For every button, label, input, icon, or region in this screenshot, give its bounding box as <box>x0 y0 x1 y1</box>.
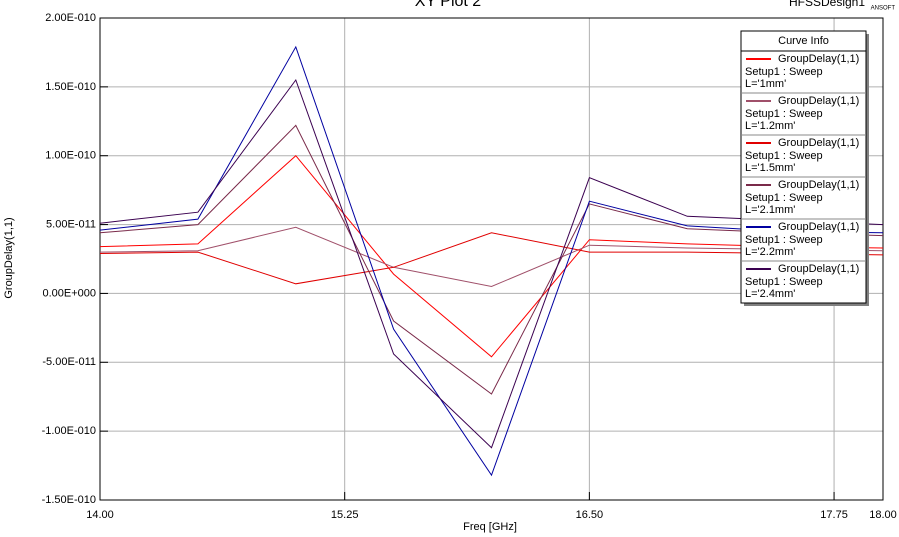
y-tick-label: 2.00E-010 <box>45 12 96 24</box>
design-name: HFSSDesign1 <box>789 0 865 9</box>
x-tick-label: 15.25 <box>331 509 359 521</box>
legend-setup: Setup1 : Sweep <box>745 276 823 288</box>
legend-setup: Setup1 : Sweep <box>745 66 823 78</box>
y-tick-label: -5.00E-011 <box>42 356 96 368</box>
legend-setup: Setup1 : Sweep <box>745 234 823 246</box>
legend-box <box>740 30 867 304</box>
x-tick-label: 14.00 <box>86 509 114 521</box>
x-tick-label: 18.00 <box>869 509 897 521</box>
legend-name: GroupDelay(1,1) <box>778 263 859 275</box>
legend-name: GroupDelay(1,1) <box>778 179 859 191</box>
legend-variant: L='2.4mm' <box>745 288 795 300</box>
legend-name: GroupDelay(1,1) <box>778 221 859 233</box>
x-axis-label: Freq [GHz] <box>463 521 517 533</box>
legend-name: GroupDelay(1,1) <box>778 137 859 149</box>
chart-title: XY Plot 2 <box>415 0 482 10</box>
legend-variant: L='1mm' <box>745 78 786 90</box>
x-tick-label: 16.50 <box>576 509 604 521</box>
y-axis-label: GroupDelay(1,1) <box>3 217 15 298</box>
y-tick-label: -1.00E-010 <box>42 425 96 437</box>
plot-frame <box>99 17 884 501</box>
y-tick-label: -1.50E-010 <box>42 494 96 506</box>
y-tick-label: 5.00E-011 <box>46 218 96 230</box>
legend-variant: L='1.2mm' <box>745 120 795 132</box>
x-tick-label: 17.75 <box>820 509 848 521</box>
legend-title: Curve Info <box>778 35 829 47</box>
vendor: ANSOFT <box>871 6 896 12</box>
y-tick-label: 1.50E-010 <box>45 81 96 93</box>
legend-setup: Setup1 : Sweep <box>745 150 823 162</box>
legend-setup: Setup1 : Sweep <box>745 192 823 204</box>
y-tick-label: 1.00E-010 <box>45 150 96 162</box>
legend-variant: L='2.2mm' <box>745 246 795 258</box>
legend-name: GroupDelay(1,1) <box>778 95 859 107</box>
legend-setup: Setup1 : Sweep <box>745 108 823 120</box>
legend-variant: L='1.5mm' <box>745 162 795 174</box>
legend-name: GroupDelay(1,1) <box>778 53 859 65</box>
y-tick-label: 0.00E+000 <box>42 287 96 299</box>
legend-variant: L='2.1mm' <box>745 204 795 216</box>
